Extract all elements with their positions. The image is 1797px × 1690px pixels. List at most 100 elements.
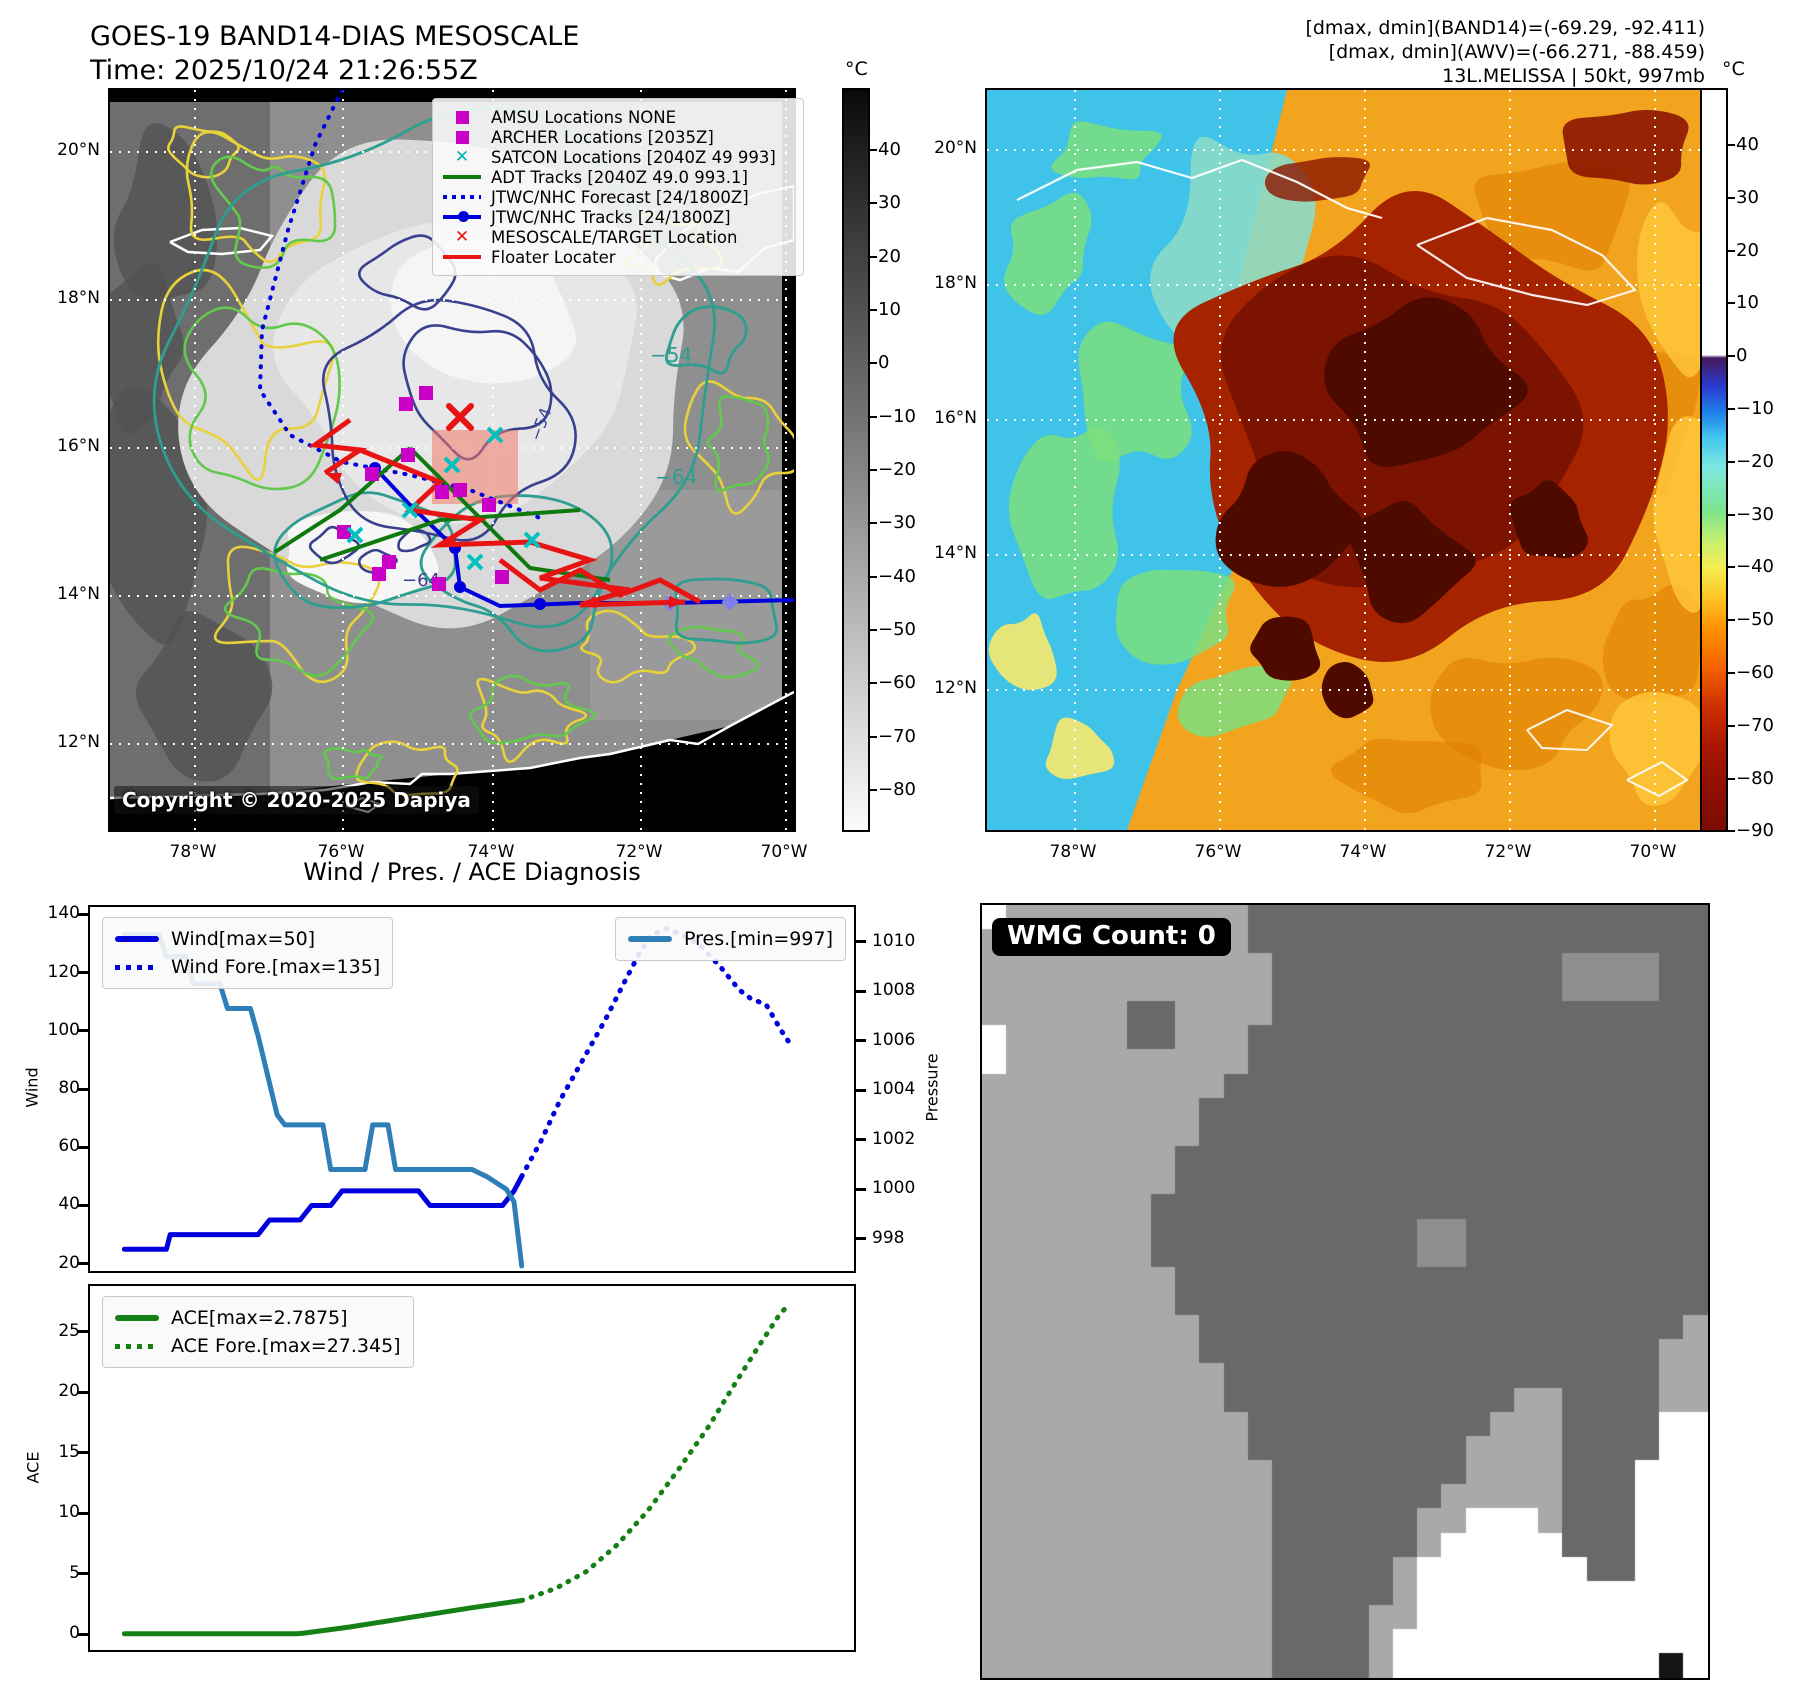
left-colorbar-tickmark — [870, 362, 877, 365]
wind-axis-label: Wind — [22, 1067, 42, 1108]
x-marker-icon: ✕ — [454, 147, 470, 167]
right-colorbar-tickmark — [1728, 355, 1735, 358]
legend-item-label: SATCON Locations [2040Z 49 993] — [491, 147, 776, 167]
line-dot-marker-icon — [441, 211, 483, 222]
pressure-axis-label: Pressure — [922, 1053, 942, 1122]
left-map-lon-label: 76°W — [317, 842, 365, 862]
right-map-lat-label: 20°N — [934, 138, 977, 158]
left-colorbar-tick: −20 — [878, 458, 916, 480]
y-left-tickmark — [78, 1390, 88, 1394]
right-map-lon-label: 70°W — [1629, 842, 1677, 862]
left-colorbar-tickmark — [870, 575, 877, 578]
legend-item: ADT Tracks [2040Z 49.0 993.1] — [441, 167, 793, 187]
legend-item-label: AMSU Locations NONE — [491, 107, 677, 127]
left-colorbar-tick: −10 — [878, 405, 916, 427]
right-map-lon-label: 72°W — [1484, 842, 1532, 862]
legend-item-label: JTWC/NHC Forecast [24/1800Z] — [491, 187, 749, 207]
y-right-tickmark — [856, 1138, 866, 1142]
dmax-dmin-band14: [dmax, dmin](BAND14)=(-69.29, -92.411) — [1305, 17, 1705, 39]
band14-map-panel: −54 −64 −64 −54 AMSU Locations NONE ARCHER L… — [108, 88, 804, 832]
y-left-tick: 100 — [47, 1019, 80, 1040]
square-marker-icon — [441, 130, 483, 144]
right-colorbar-tick: −10 — [1736, 398, 1774, 419]
ace-legend: ACE[max=2.7875] ACE Fore.[max=27.345] — [102, 1296, 414, 1368]
left-colorbar-tick: 0 — [878, 352, 890, 374]
line-marker-icon — [115, 936, 161, 942]
y-left-tick: 5 — [69, 1562, 80, 1583]
legend-item: ARCHER Locations [2035Z] — [441, 127, 793, 147]
dotted-line-marker-icon — [441, 195, 483, 199]
copyright-label: Copyright © 2020-2025 Dapiya — [114, 786, 479, 814]
right-map-lat-label: 16°N — [934, 408, 977, 428]
right-colorbar-tick: −60 — [1736, 662, 1774, 683]
y-left-tickmark — [78, 1029, 88, 1033]
y-left-tickmark — [78, 1145, 88, 1149]
left-colorbar-tickmark — [870, 415, 877, 418]
legend-item: JTWC/NHC Forecast [24/1800Z] — [441, 187, 793, 207]
right-colorbar-tickmark — [1728, 302, 1735, 305]
ace-plot-area — [121, 1301, 792, 1637]
y-left-tickmark — [78, 1262, 88, 1266]
left-colorbar-tickmark — [870, 628, 877, 631]
y-left-tickmark — [78, 1572, 88, 1576]
left-colorbar-tick: 30 — [878, 192, 901, 214]
left-header: GOES-19 BAND14-DIAS MESOSCALE Time: 2025… — [90, 20, 579, 88]
ace-chart: ACE[max=2.7875] ACE Fore.[max=27.345] — [88, 1284, 856, 1652]
right-map-lon-label: 78°W — [1049, 842, 1097, 862]
dotted-line-marker-icon — [115, 964, 161, 970]
y-right-tickmark — [856, 989, 866, 993]
left-map-lat-label: 18°N — [57, 288, 100, 308]
y-right-tick: 1004 — [872, 1079, 916, 1100]
enhanced-ir-map-panel — [985, 88, 1705, 832]
left-colorbar-tick: 20 — [878, 245, 901, 267]
right-colorbar-tickmark — [1728, 196, 1735, 199]
y-left-tick: 80 — [58, 1078, 80, 1098]
legend-item: ✕ MESOSCALE/TARGET Location — [441, 227, 793, 247]
y-left-tick: 140 — [47, 903, 80, 924]
chart-legend-label: Wind[max=50] — [171, 928, 316, 950]
left-colorbar-tickmark — [870, 682, 877, 685]
y-right-tick: 1000 — [872, 1178, 916, 1199]
wmg-panel: WMG Count: 0 — [980, 903, 1710, 1680]
legend-item: ✕ SATCON Locations [2040Z 49 993] — [441, 147, 793, 167]
legend-item-label: MESOSCALE/TARGET Location — [491, 227, 738, 247]
right-colorbar-tick: −80 — [1736, 767, 1774, 789]
right-colorbar-tickmark — [1728, 249, 1735, 252]
right-colorbar-tick: 30 — [1736, 186, 1759, 208]
left-map-lon-label: 78°W — [169, 842, 217, 862]
left-colorbar-tick: −70 — [878, 725, 916, 747]
line-marker-icon — [441, 175, 483, 179]
y-left-tick: 15 — [58, 1441, 80, 1462]
left-map-lat-label: 12°N — [57, 732, 100, 752]
right-colorbar-tickmark — [1728, 830, 1735, 833]
right-map-lat-label: 18°N — [934, 273, 977, 293]
right-header: [dmax, dmin](BAND14)=(-69.29, -92.411) [… — [1305, 16, 1705, 88]
left-map-lat-label: 14°N — [57, 584, 100, 604]
right-map-lat-label: 12°N — [934, 678, 977, 698]
chart-title: Wind / Pres. / ACE Diagnosis — [303, 858, 641, 886]
chart-legend-label: Pres.[min=997] — [684, 928, 833, 950]
y-left-tick: 120 — [47, 961, 80, 982]
left-map-lat-label: 20°N — [57, 140, 100, 160]
left-colorbar-tick: −30 — [878, 512, 916, 534]
y-right-tick: 1002 — [872, 1128, 916, 1149]
y-right-tickmark — [856, 1039, 866, 1043]
chart-legend-item: Wind Fore.[max=135] — [115, 953, 380, 981]
left-map-lon-label: 74°W — [467, 842, 515, 862]
right-colorbar-tickmark — [1728, 566, 1735, 569]
right-colorbar-tickmark — [1728, 672, 1735, 674]
chart-legend-item: Wind[max=50] — [115, 925, 380, 953]
dotted-line-marker-icon — [115, 1343, 161, 1349]
right-colorbar-tick: 40 — [1736, 134, 1759, 155]
left-colorbar-tickmark — [870, 149, 877, 151]
left-colorbar-tick: −80 — [878, 778, 916, 800]
legend-item-label: Floater Locater — [491, 247, 616, 267]
wind-legend: Wind[max=50] Wind Fore.[max=135] — [102, 917, 394, 989]
legend-item-label: ADT Tracks [2040Z 49.0 993.1] — [491, 167, 748, 187]
right-colorbar-tickmark — [1728, 513, 1735, 516]
legend-item: AMSU Locations NONE — [441, 107, 793, 127]
left-colorbar-tick: −50 — [878, 618, 916, 640]
right-colorbar-tick: −30 — [1736, 503, 1774, 525]
square-marker-icon — [441, 110, 483, 124]
